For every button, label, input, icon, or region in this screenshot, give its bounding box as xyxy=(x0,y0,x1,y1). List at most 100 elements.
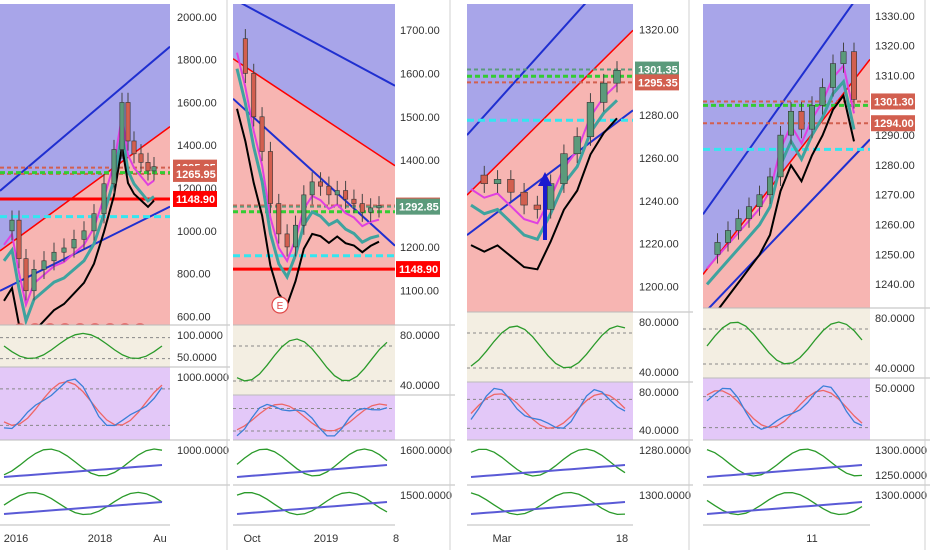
y-tick-label: 1290.00 xyxy=(875,130,915,142)
candle-body xyxy=(613,70,621,84)
candle-body xyxy=(600,82,608,103)
candle-body xyxy=(798,110,805,130)
oscillator-background xyxy=(0,367,170,440)
candle-body xyxy=(61,247,67,253)
y-tick-label: 800.00 xyxy=(177,269,211,281)
panel-3: 1320.001300.001280.001260.001240.001220.… xyxy=(467,0,693,550)
candle-body xyxy=(368,207,374,213)
candle-body xyxy=(301,194,307,226)
x-tick-label: 8 xyxy=(393,533,399,545)
oscillator-line-blue xyxy=(470,501,626,515)
candle-body xyxy=(41,260,47,270)
oscillator-line-signal xyxy=(236,403,388,437)
candle-body xyxy=(560,153,568,184)
price-area xyxy=(703,4,870,308)
oscillator-background xyxy=(703,378,870,440)
oscillator-tick-label: 1500.0000 xyxy=(400,490,452,502)
candle-body xyxy=(309,181,315,196)
candle-body xyxy=(242,38,248,74)
y-tick-label: 1330.00 xyxy=(875,11,915,23)
oscillator-line xyxy=(3,448,163,477)
price-label-box xyxy=(871,115,915,132)
oscillator-line-blue xyxy=(470,464,626,478)
price-area xyxy=(467,4,633,312)
y-tick-label: 1200.00 xyxy=(639,281,679,293)
oscillator-line-signal xyxy=(706,385,863,431)
price-label-box xyxy=(635,61,679,78)
y-tick-label: 1600.00 xyxy=(177,97,217,109)
candle-body xyxy=(334,190,340,196)
x-tick-label: 11 xyxy=(806,533,817,545)
oscillator-tick-label: 80.0000 xyxy=(639,317,679,329)
price-label-box xyxy=(396,198,440,215)
up-arrow-head xyxy=(538,172,552,186)
oscillator-line xyxy=(3,491,163,516)
channel-bottom-line xyxy=(707,138,870,308)
oscillator-background xyxy=(467,440,633,485)
oscillator-line-blue xyxy=(706,464,863,478)
candle-body xyxy=(293,224,298,248)
y-tick-label: 1260.00 xyxy=(875,220,915,232)
candle-body xyxy=(16,219,22,259)
candle-body xyxy=(533,204,542,210)
oscillator-tick-label: 40.0000 xyxy=(639,367,679,379)
y-tick-label: 1500.00 xyxy=(400,112,440,124)
candle-body xyxy=(119,102,125,150)
candle-body xyxy=(318,181,323,187)
x-tick-label: 2018 xyxy=(88,533,112,545)
oscillator-tick-label: 80.0000 xyxy=(875,313,915,325)
oscillator-line-signal xyxy=(470,387,626,429)
channel-upper-fill xyxy=(703,4,870,275)
oscillator-line-signal xyxy=(3,378,163,430)
y-tick-label: 1260.00 xyxy=(639,153,679,165)
moving-average-teal xyxy=(2,132,155,325)
candle-body xyxy=(81,230,87,240)
y-tick-label: 1100.00 xyxy=(400,285,439,297)
candle-body xyxy=(31,269,37,292)
price-label-box xyxy=(871,93,915,110)
candle-body xyxy=(251,73,257,118)
oscillator-line xyxy=(706,321,863,365)
candle-body xyxy=(326,185,332,196)
y-tick-label: 1280.00 xyxy=(639,110,679,122)
oscillator-tick-label: 40.0000 xyxy=(400,380,440,392)
price-label-box xyxy=(396,261,440,278)
candle-body xyxy=(714,242,721,255)
candle-body xyxy=(376,205,382,209)
oscillator-tick-label: 50.0000 xyxy=(875,383,915,395)
y-tick-label: 600.00 xyxy=(177,311,211,323)
oscillator-tick-label: 1280.0000 xyxy=(639,445,691,457)
candle-body xyxy=(145,162,151,172)
oscillator-line-blue xyxy=(236,464,388,478)
candle-body xyxy=(573,136,581,155)
candle-body xyxy=(767,176,773,196)
candle-body xyxy=(91,213,97,232)
candle-body xyxy=(546,183,555,210)
oscillator-line xyxy=(470,392,626,429)
oscillator-tick-label: 1300.0000 xyxy=(875,490,927,502)
y-tick-label: 1240.00 xyxy=(875,279,915,291)
moving-average-black xyxy=(3,146,155,325)
y-tick-label: 1220.00 xyxy=(639,239,679,251)
y-tick-label: 1320.00 xyxy=(639,25,679,37)
candle-body xyxy=(131,140,137,155)
candle-body xyxy=(267,151,273,204)
oscillator-line-blue xyxy=(3,501,163,515)
candle-body xyxy=(111,149,117,185)
oscillator-line xyxy=(706,389,863,429)
oscillator-line xyxy=(470,325,626,369)
candle-body xyxy=(359,203,365,213)
price-label-text: 1295.35 xyxy=(638,77,678,89)
panel-1: EEEEEEEEE2000.001800.001600.001400.00120… xyxy=(0,0,230,550)
candle-body xyxy=(830,63,836,88)
earnings-marker xyxy=(271,296,289,314)
price-label-box xyxy=(173,190,217,207)
price-label-box xyxy=(173,165,217,182)
oscillator-tick-label: 80.0000 xyxy=(639,387,679,399)
price-label-text: 1265.95 xyxy=(176,169,216,181)
candle-body xyxy=(9,219,15,232)
oscillator-background xyxy=(467,312,633,382)
oscillator-line xyxy=(236,448,388,477)
candle-body xyxy=(71,239,77,249)
